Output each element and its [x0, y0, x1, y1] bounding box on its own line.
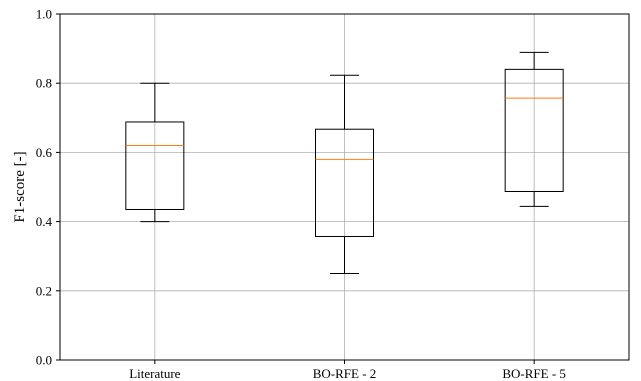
iqr-box — [315, 128, 374, 237]
box-2 — [315, 74, 374, 274]
y-tick-label: 1.0 — [36, 7, 52, 22]
iqr-box — [504, 68, 564, 192]
x-tick-label: Literature — [129, 366, 180, 381]
x-tick-label: BO-RFE - 2 — [313, 366, 377, 381]
x-tick-label: BO-RFE - 5 — [502, 366, 566, 381]
box-series — [125, 51, 564, 274]
y-tick-label: 0.2 — [36, 283, 52, 298]
y-tick-label: 0.4 — [36, 214, 53, 229]
grid-lines — [60, 13, 629, 361]
y-axis-label: F1-score [-] — [12, 151, 28, 222]
y-axis-ticks: 0.0 0.2 0.4 0.6 0.8 1.0 — [36, 7, 60, 368]
y-tick-label: 0.0 — [36, 353, 52, 368]
y-tick-label: 0.8 — [36, 76, 52, 91]
box-3 — [504, 51, 564, 207]
x-axis-ticks: Literature BO-RFE - 2 BO-RFE - 5 — [129, 360, 566, 381]
iqr-box — [125, 121, 185, 210]
y-tick-label: 0.6 — [36, 145, 53, 160]
box-1 — [125, 82, 185, 223]
